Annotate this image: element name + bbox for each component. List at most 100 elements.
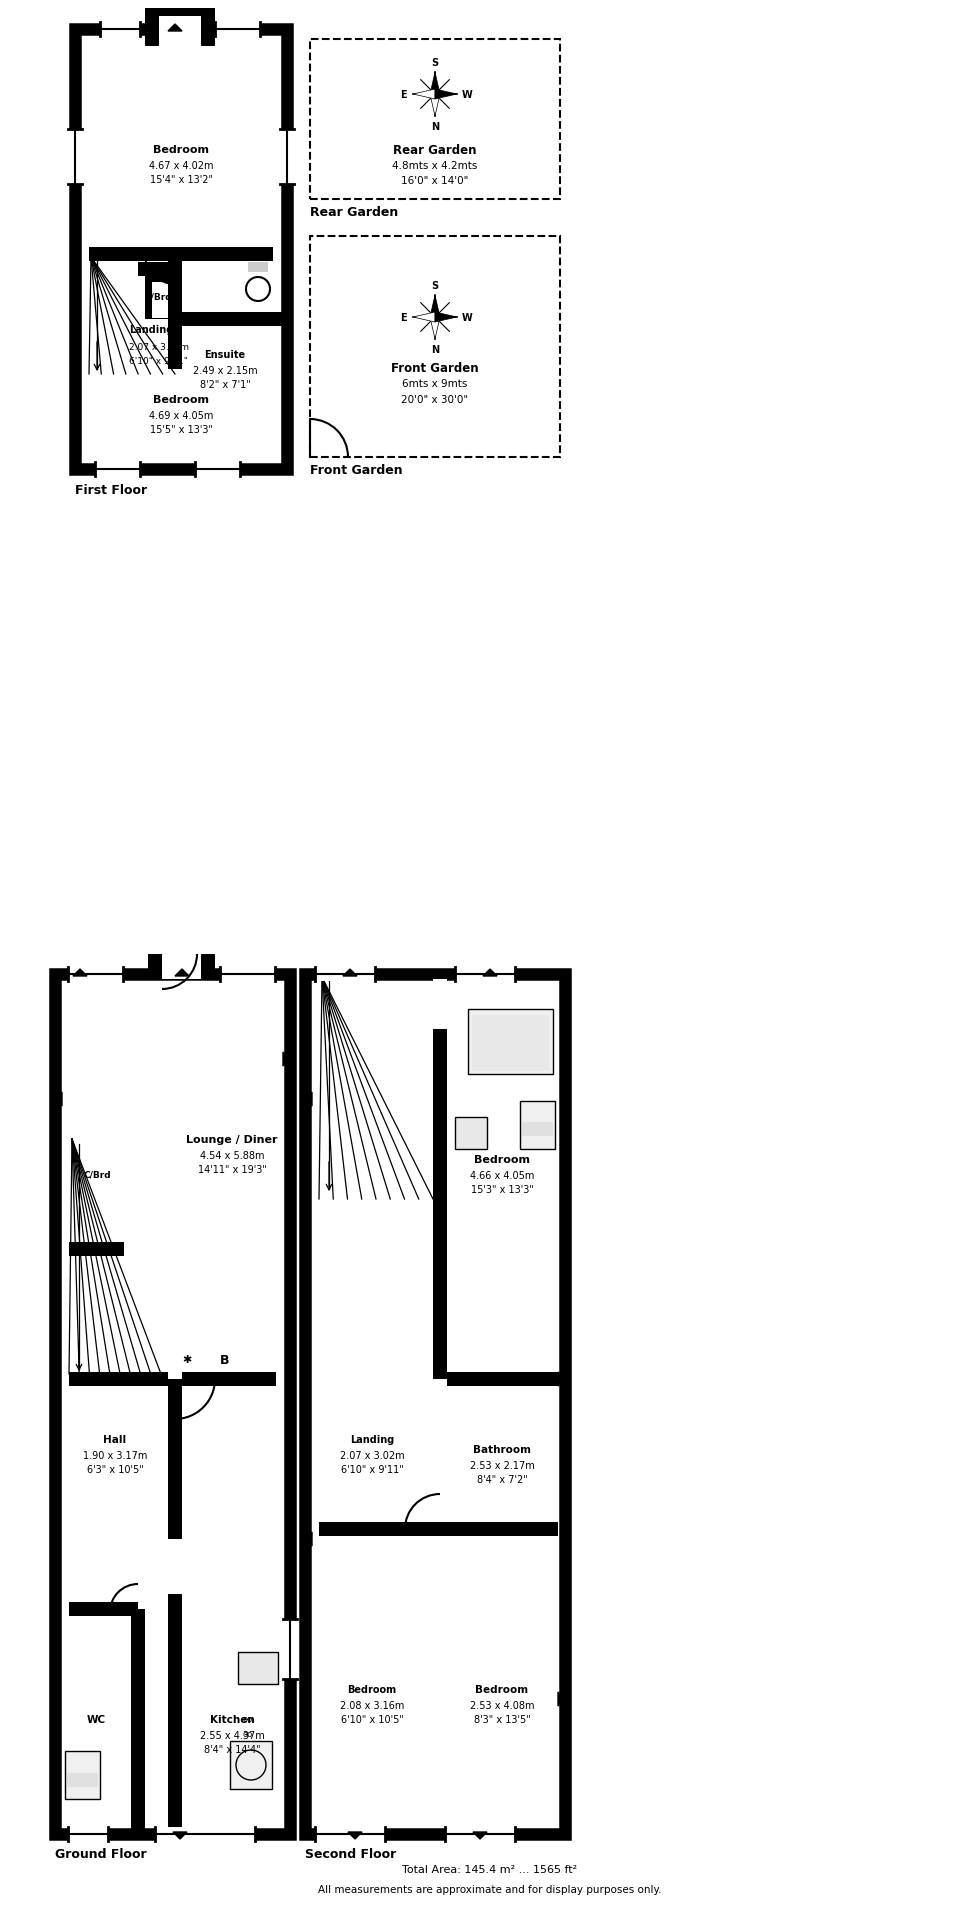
Bar <box>305 974 565 1835</box>
Bar <box>433 980 447 1030</box>
Bar <box>520 1102 555 1150</box>
Text: 6'10" x 9'11": 6'10" x 9'11" <box>341 1465 404 1474</box>
Bar <box>68 967 123 982</box>
Text: 14'11" x 19'3": 14'11" x 19'3" <box>198 1165 267 1175</box>
Text: Lounge / Diner: Lounge / Diner <box>186 1135 277 1144</box>
Bar <box>468 1009 553 1074</box>
Bar <box>238 1651 278 1684</box>
Text: First Floor: First Floor <box>75 482 147 496</box>
Text: 2.07 x 3.02m: 2.07 x 3.02m <box>340 1449 405 1461</box>
Text: Rear Garden: Rear Garden <box>310 206 398 219</box>
Bar <box>95 463 140 477</box>
Bar <box>195 463 240 477</box>
Text: 6'3" x 10'5": 6'3" x 10'5" <box>86 1465 143 1474</box>
Text: S: S <box>431 280 439 292</box>
Bar <box>168 1539 182 1594</box>
Bar <box>433 974 447 1379</box>
Polygon shape <box>305 1093 312 1106</box>
Polygon shape <box>558 1692 565 1707</box>
Text: N: N <box>431 345 439 355</box>
Text: C/Brd: C/Brd <box>144 292 172 301</box>
Bar <box>310 40 560 200</box>
Text: Landing: Landing <box>350 1434 394 1444</box>
Text: oo: oo <box>243 1714 253 1724</box>
Text: Bedroom: Bedroom <box>348 1684 397 1693</box>
Polygon shape <box>473 1833 487 1838</box>
Text: 4.8mts x 4.2mts: 4.8mts x 4.2mts <box>392 160 477 172</box>
Text: 4.67 x 4.02m: 4.67 x 4.02m <box>149 160 214 172</box>
Text: W: W <box>462 313 472 322</box>
Bar <box>89 248 273 261</box>
Text: 20'0" x 30'0": 20'0" x 30'0" <box>402 395 468 404</box>
Text: Bedroom: Bedroom <box>153 395 209 404</box>
Bar <box>455 967 515 982</box>
Polygon shape <box>175 969 189 976</box>
Bar <box>319 1522 433 1537</box>
Text: B: B <box>220 1352 229 1365</box>
Bar <box>69 1241 124 1257</box>
Polygon shape <box>468 1375 482 1381</box>
Bar <box>520 1102 555 1150</box>
Text: W: W <box>462 90 472 99</box>
Text: 2.49 x 2.15m: 2.49 x 2.15m <box>193 366 258 376</box>
Text: 6'10" x 9'11": 6'10" x 9'11" <box>129 357 188 366</box>
Text: C/Brd: C/Brd <box>83 1169 111 1179</box>
Bar <box>168 1379 182 1835</box>
Polygon shape <box>208 315 222 322</box>
Polygon shape <box>73 969 87 976</box>
Bar <box>145 10 215 48</box>
Polygon shape <box>413 313 435 322</box>
Bar <box>89 248 273 261</box>
Text: Ensuite: Ensuite <box>205 349 246 360</box>
Polygon shape <box>558 1373 565 1386</box>
Text: 6'10" x 10'5": 6'10" x 10'5" <box>341 1714 404 1724</box>
Bar <box>455 1118 487 1150</box>
Bar <box>145 271 175 320</box>
Bar <box>138 263 182 277</box>
Bar <box>162 955 201 980</box>
Text: Bathroom: Bathroom <box>473 1444 531 1455</box>
Text: Second Floor: Second Floor <box>305 1848 396 1861</box>
Bar <box>100 23 140 36</box>
Bar <box>230 1741 272 1789</box>
Bar <box>65 1751 100 1798</box>
Bar <box>168 256 182 370</box>
Text: 4.69 x 4.05m: 4.69 x 4.05m <box>149 410 214 421</box>
Polygon shape <box>430 72 440 95</box>
Bar <box>148 955 215 980</box>
Text: All measurements are approximate and for display purposes only.: All measurements are approximate and for… <box>318 1884 662 1894</box>
Polygon shape <box>343 969 357 976</box>
Text: 8'2" x 7'1": 8'2" x 7'1" <box>200 379 250 389</box>
Text: 4.66 x 4.05m: 4.66 x 4.05m <box>469 1171 534 1180</box>
Polygon shape <box>430 318 440 339</box>
Bar <box>447 1373 558 1386</box>
Text: 8'3" x 13'5": 8'3" x 13'5" <box>473 1714 530 1724</box>
Bar <box>230 1741 272 1789</box>
Polygon shape <box>435 90 457 99</box>
Text: Total Area: 145.4 m² ... 1565 ft²: Total Area: 145.4 m² ... 1565 ft² <box>403 1863 577 1875</box>
Polygon shape <box>430 296 440 318</box>
Text: N: N <box>431 122 439 132</box>
Text: 8'4" x 7'2": 8'4" x 7'2" <box>476 1474 527 1484</box>
Bar <box>65 1751 100 1798</box>
Bar <box>55 974 290 1835</box>
Polygon shape <box>483 969 497 976</box>
Text: Landing: Landing <box>129 324 173 336</box>
Bar <box>315 1827 385 1840</box>
Bar <box>159 10 201 48</box>
Bar <box>131 1610 145 1835</box>
Polygon shape <box>348 1833 362 1838</box>
Polygon shape <box>168 25 182 32</box>
Polygon shape <box>305 1531 312 1547</box>
Text: 16'0" x 14'0": 16'0" x 14'0" <box>402 175 468 185</box>
Text: Rear Garden: Rear Garden <box>393 143 476 156</box>
Text: WC: WC <box>86 1714 106 1724</box>
Text: Ground Floor: Ground Floor <box>55 1848 147 1861</box>
Polygon shape <box>173 1833 187 1838</box>
Text: Front Garden: Front Garden <box>310 463 403 477</box>
Text: S: S <box>431 57 439 69</box>
Text: Bedroom: Bedroom <box>153 145 209 154</box>
Bar <box>468 1009 553 1074</box>
Text: Hall: Hall <box>104 1434 126 1444</box>
Text: ✱: ✱ <box>182 1354 192 1364</box>
